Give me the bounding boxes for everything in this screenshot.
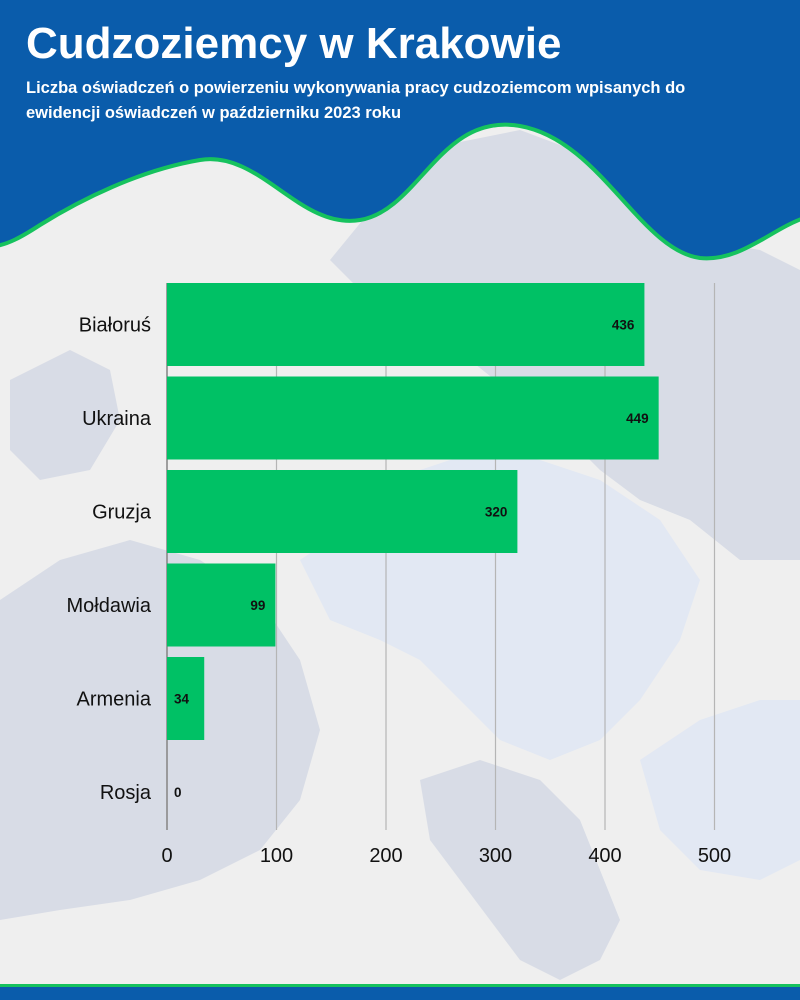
bar <box>167 563 276 647</box>
bar <box>167 657 205 740</box>
x-tick-label: 100 <box>260 845 293 867</box>
header-wave <box>0 0 800 261</box>
data-label: 449 <box>626 411 649 426</box>
data-label: 0 <box>174 785 182 800</box>
page-title: Cudzoziemcy w Krakowie <box>26 19 562 68</box>
category-label: Armenia <box>77 689 152 711</box>
header-banner <box>0 0 800 261</box>
bar <box>167 283 645 366</box>
chart-labels: 0 100 200 300 400 500 Białoruś 436 Ukraina 449 Gru… <box>67 315 732 868</box>
data-label: 34 <box>174 692 190 707</box>
x-tick-label: 300 <box>479 845 512 867</box>
x-tick-label: 0 <box>161 845 172 867</box>
category-label: Gruzja <box>92 502 152 524</box>
footer-bar <box>0 984 800 1000</box>
chart-bars <box>167 283 659 740</box>
map-region-islands <box>10 350 120 480</box>
x-tick-label: 400 <box>588 845 621 867</box>
map-region-east <box>640 700 800 880</box>
bar <box>167 470 518 553</box>
x-tick-label: 200 <box>369 845 402 867</box>
category-label: Białoruś <box>79 315 151 337</box>
map-region-south <box>420 760 620 980</box>
data-label: 436 <box>612 318 635 333</box>
x-tick-label: 500 <box>698 845 731 867</box>
data-label: 99 <box>250 598 265 613</box>
bar <box>167 376 659 460</box>
data-label: 320 <box>485 505 508 520</box>
category-label: Mołdawia <box>67 595 152 617</box>
category-label: Ukraina <box>82 408 152 430</box>
page-subtitle: Liczba oświadczeń o powierzeniu wykonywa… <box>26 79 686 122</box>
category-label: Rosja <box>100 782 152 804</box>
